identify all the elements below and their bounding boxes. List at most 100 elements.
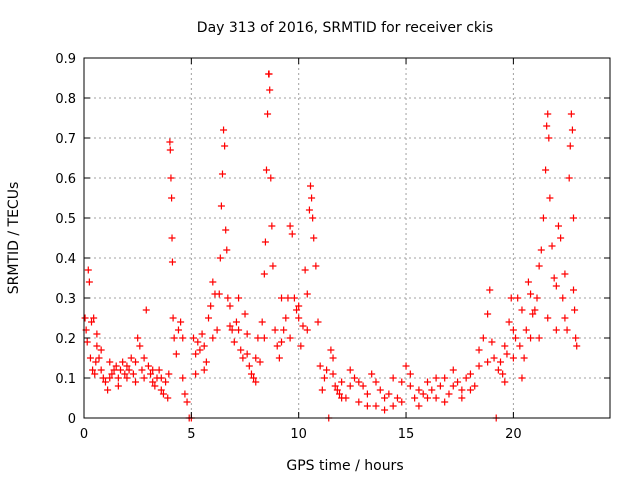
data-point-marker <box>250 374 258 382</box>
data-point-marker <box>95 354 103 362</box>
data-point-marker <box>280 326 288 334</box>
data-point-marker <box>522 326 530 334</box>
data-point-marker <box>245 362 253 370</box>
x-tick-label: 10 <box>290 427 307 442</box>
data-point-marker <box>93 330 101 338</box>
data-point-marker <box>200 366 208 374</box>
data-point-marker <box>278 338 286 346</box>
data-point-marker <box>338 378 346 386</box>
data-point-marker <box>228 326 236 334</box>
data-point-marker <box>138 366 146 374</box>
data-point-marker <box>222 226 230 234</box>
y-tick-label: 0.3 <box>55 292 76 307</box>
data-point-marker <box>333 386 341 394</box>
data-point-marker <box>331 382 339 390</box>
data-point-marker <box>466 386 474 394</box>
data-point-marker <box>301 266 309 274</box>
data-point-marker <box>424 394 432 402</box>
data-point-marker <box>454 378 462 386</box>
data-point-marker <box>142 306 150 314</box>
data-point-marker <box>484 310 492 318</box>
data-point-marker <box>183 398 191 406</box>
data-point-marker <box>533 294 541 302</box>
data-point-marker <box>316 362 324 370</box>
data-point-marker <box>179 334 187 342</box>
data-point-marker <box>445 390 453 398</box>
y-axis-label: SRMTID / TECUs <box>6 182 22 295</box>
data-point-marker <box>310 234 318 242</box>
data-point-marker <box>149 378 157 386</box>
data-point-marker <box>181 390 189 398</box>
data-point-marker <box>293 306 301 314</box>
data-point-marker <box>471 382 479 390</box>
data-point-marker <box>119 358 127 366</box>
data-point-marker <box>101 378 109 386</box>
data-point-marker <box>368 370 376 378</box>
data-point-marker <box>235 294 243 302</box>
data-point-marker <box>127 354 135 362</box>
y-tick-label: 0.5 <box>55 212 76 227</box>
data-point-marker <box>241 310 249 318</box>
data-point-marker <box>266 86 274 94</box>
data-point-marker <box>261 238 269 246</box>
data-point-marker <box>217 202 225 210</box>
data-point-marker <box>166 146 174 154</box>
data-point-marker <box>527 290 535 298</box>
data-point-marker <box>157 374 165 382</box>
data-point-marker <box>415 386 423 394</box>
data-point-marker <box>147 370 155 378</box>
data-point-marker <box>123 374 131 382</box>
data-point-marker <box>546 194 554 202</box>
data-point-marker <box>381 406 389 414</box>
data-point-marker <box>529 310 537 318</box>
data-point-marker <box>132 358 140 366</box>
data-point-marker <box>169 314 177 322</box>
data-point-marker <box>479 334 487 342</box>
data-point-marker <box>209 278 217 286</box>
data-point-marker <box>269 262 277 270</box>
data-point-marker <box>466 370 474 378</box>
data-point-marker <box>237 346 245 354</box>
data-point-marker <box>129 370 137 378</box>
data-point-marker <box>179 374 187 382</box>
data-point-marker <box>192 350 200 358</box>
data-point-marker <box>93 342 101 350</box>
data-point-marker <box>116 366 124 374</box>
data-point-marker <box>389 374 397 382</box>
data-point-marker <box>406 370 414 378</box>
data-point-marker <box>398 378 406 386</box>
data-point-marker <box>106 374 114 382</box>
data-point-marker <box>381 394 389 402</box>
data-point-marker <box>308 194 316 202</box>
data-point-marker <box>323 366 331 374</box>
data-point-marker <box>168 194 176 202</box>
data-point-marker <box>503 350 511 358</box>
data-point-marker <box>571 306 579 314</box>
data-point-marker <box>527 334 535 342</box>
data-point-marker <box>104 386 112 394</box>
data-point-marker <box>252 378 260 386</box>
data-point-marker <box>486 286 494 294</box>
data-point-marker <box>205 314 213 322</box>
data-point-marker <box>544 110 552 118</box>
data-point-marker <box>196 346 204 354</box>
data-point-marker <box>97 346 105 354</box>
data-point-marker <box>114 374 122 382</box>
data-point-marker <box>99 374 107 382</box>
data-point-marker <box>544 314 552 322</box>
data-point-marker <box>507 294 515 302</box>
data-point-marker <box>189 334 197 342</box>
data-point-marker <box>561 270 569 278</box>
data-point-marker <box>335 390 343 398</box>
data-point-marker <box>162 378 170 386</box>
y-tick-label: 0.8 <box>55 92 76 107</box>
data-point-marker <box>509 354 517 362</box>
data-point-marker <box>97 366 105 374</box>
data-point-marker <box>121 370 129 378</box>
data-point-marker <box>200 342 208 350</box>
data-point-marker <box>512 334 520 342</box>
data-point-marker <box>165 370 173 378</box>
data-point-marker <box>514 294 522 302</box>
data-point-marker <box>157 386 165 394</box>
data-point-marker <box>89 366 97 374</box>
